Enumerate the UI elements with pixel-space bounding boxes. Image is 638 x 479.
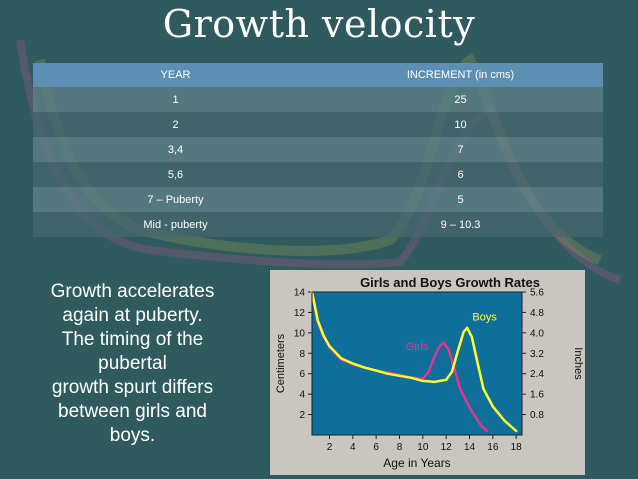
- column-header-increment: INCREMENT (in cms): [318, 63, 603, 87]
- plot-border: [311, 291, 523, 436]
- chart-title: Girls and Boys Growth Rates: [360, 275, 540, 290]
- growth-description: Growth accelerates again at puberty. The…: [30, 280, 235, 448]
- y-axis-label: Centimeters: [275, 333, 287, 393]
- table-cell-increment: 10: [318, 112, 603, 137]
- y-tick-label: 8: [299, 349, 305, 360]
- table-row: 1 25: [33, 87, 603, 112]
- description-line: again at puberty.: [62, 305, 203, 326]
- description-line: Growth accelerates: [50, 281, 215, 302]
- table-cell-increment: 9 – 10.3: [318, 212, 603, 237]
- description-line: growth spurt differs: [51, 377, 214, 398]
- growth-rates-chart: Girls and Boys Growth Rates 2 4 6 8 10 12 14 0.8…: [270, 270, 585, 475]
- y2-tick-label: 4.0: [530, 328, 544, 339]
- plot-area: [312, 292, 522, 435]
- y-tick-label: 10: [294, 328, 306, 339]
- table-header-row: YEAR INCREMENT (in cms): [33, 63, 603, 87]
- x-tick-label: 14: [464, 442, 476, 453]
- description-line: The timing of the: [61, 329, 204, 350]
- series-line-boys: [310, 290, 518, 433]
- y2-tick-label: 1.6: [530, 390, 544, 401]
- table-row: 3,4 7: [33, 137, 603, 162]
- growth-table: YEAR INCREMENT (in cms) 1 25 2 10 3,4 7 …: [33, 63, 603, 237]
- x-tick-label: 6: [373, 442, 379, 453]
- y-tick-label: 6: [299, 369, 305, 380]
- y-tick-label: 12: [294, 308, 306, 319]
- x-tick-label: 2: [327, 442, 333, 453]
- table-cell-year: Mid - puberty: [33, 212, 318, 237]
- description-line: boys.: [109, 425, 156, 446]
- x-tick-label: 8: [397, 442, 403, 453]
- y2-axis-label: Inches: [572, 347, 584, 380]
- table-cell-year: 7 – Puberty: [33, 187, 318, 212]
- annotation-boys: Boys: [472, 312, 497, 324]
- table-cell-increment: 25: [318, 87, 603, 112]
- x-tick-label: 4: [350, 442, 356, 453]
- y2-tick-label: 3.2: [530, 349, 544, 360]
- y2-tick-label: 5.6: [530, 288, 544, 299]
- y2-tick-label: 0.8: [530, 410, 544, 421]
- column-header-year: YEAR: [33, 63, 318, 87]
- table-cell-year: 5,6: [33, 162, 318, 187]
- x-tick-label: 10: [417, 442, 429, 453]
- x-tick-label: 16: [487, 442, 499, 453]
- annotation-girls: Girls: [406, 341, 429, 353]
- x-tick-label: 12: [441, 442, 453, 453]
- description-line: between girls and: [58, 401, 207, 422]
- table-cell-year: 2: [33, 112, 318, 137]
- table-cell-year: 3,4: [33, 137, 318, 162]
- x-axis-label: Age in Years: [383, 456, 450, 470]
- table-cell-increment: 5: [318, 187, 603, 212]
- y2-tick-label: 2.4: [530, 369, 544, 380]
- table-row: Mid - puberty 9 – 10.3: [33, 212, 603, 237]
- y2-tick-label: 4.8: [530, 308, 544, 319]
- y-tick-label: 14: [294, 288, 306, 299]
- table-row: 2 10: [33, 112, 603, 137]
- table-row: 7 – Puberty 5: [33, 187, 603, 212]
- x-tick-label: 18: [511, 442, 523, 453]
- table-cell-increment: 7: [318, 137, 603, 162]
- table-cell-increment: 6: [318, 162, 603, 187]
- table-cell-year: 1: [33, 87, 318, 112]
- page-title: Growth velocity: [162, 2, 476, 46]
- y-tick-label: 2: [299, 410, 305, 421]
- y-tick-label: 4: [299, 390, 305, 401]
- table-row: 5,6 6: [33, 162, 603, 187]
- description-line: pubertal: [98, 353, 167, 374]
